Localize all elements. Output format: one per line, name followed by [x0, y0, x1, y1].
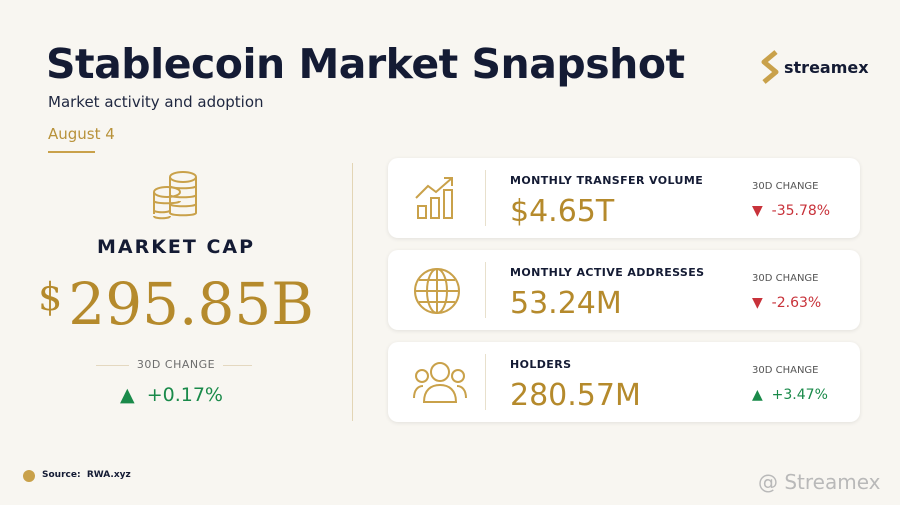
- coins-icon: [153, 171, 197, 220]
- metric-card: HOLDERS 280.57M 30D CHANGE ▲ +3.47%: [388, 342, 860, 422]
- arrow-up: ▲: [752, 387, 772, 403]
- metric-change: ▲ +3.47%: [752, 387, 828, 403]
- change-label: 30D CHANGE: [752, 273, 819, 284]
- chart-icon: [415, 177, 453, 219]
- watermark: @ Streamex: [758, 470, 881, 494]
- source-name: RWA.xyz: [86, 470, 131, 480]
- change-label: 30D CHANGE: [752, 365, 819, 376]
- metric-change: ▼ -2.63%: [752, 295, 821, 311]
- market-cap-change: ▲ +0.17%: [120, 384, 223, 406]
- source-icon: [23, 470, 35, 482]
- separator: [485, 262, 486, 318]
- metric-label: MONTHLY ACTIVE ADDRESSES: [510, 266, 705, 279]
- arrow-down: ▼: [752, 203, 772, 219]
- date: August 4: [48, 125, 115, 143]
- metric-change: ▼ -35.78%: [752, 203, 830, 219]
- globe-icon: [414, 268, 460, 314]
- metric-label: HOLDERS: [510, 358, 572, 371]
- change: -2.63%: [771, 295, 822, 311]
- value: 295.85B: [68, 270, 314, 338]
- market-cap-value: $295.85B: [0, 270, 352, 338]
- users-icon: [413, 362, 467, 403]
- source: Source: RWA.xyz: [42, 470, 131, 480]
- metric-value: 280.57M: [510, 378, 641, 413]
- change: -35.78%: [771, 203, 831, 219]
- currency: $: [38, 275, 63, 319]
- separator: [485, 354, 486, 410]
- vertical-divider: [352, 163, 353, 421]
- metric-value: $4.65T: [510, 194, 615, 229]
- change-label-wrap: 30D CHANGE: [0, 358, 352, 371]
- metric-card: MONTHLY TRANSFER VOLUME $4.65T 30D CHANG…: [388, 158, 860, 238]
- change: +3.47%: [771, 387, 828, 403]
- subtitle: Market activity and adoption: [48, 93, 264, 111]
- arrow-up: ▲: [120, 384, 147, 406]
- change-label: 30D CHANGE: [128, 358, 224, 371]
- metric-label: MONTHLY TRANSFER VOLUME: [510, 174, 704, 187]
- brand: streamex: [784, 58, 869, 77]
- logo-icon: [761, 50, 779, 84]
- separator: [485, 170, 486, 226]
- date-underline: [48, 151, 95, 153]
- source-label: Source:: [42, 470, 81, 480]
- change: +0.17%: [146, 384, 223, 406]
- title: Stablecoin Market Snapshot: [46, 40, 685, 88]
- metric-value: 53.24M: [510, 286, 622, 321]
- metric-card: MONTHLY ACTIVE ADDRESSES 53.24M 30D CHAN…: [388, 250, 860, 330]
- change-label: 30D CHANGE: [752, 181, 819, 192]
- arrow-down: ▼: [752, 295, 772, 311]
- market-cap-label: MARKET CAP: [96, 236, 256, 258]
